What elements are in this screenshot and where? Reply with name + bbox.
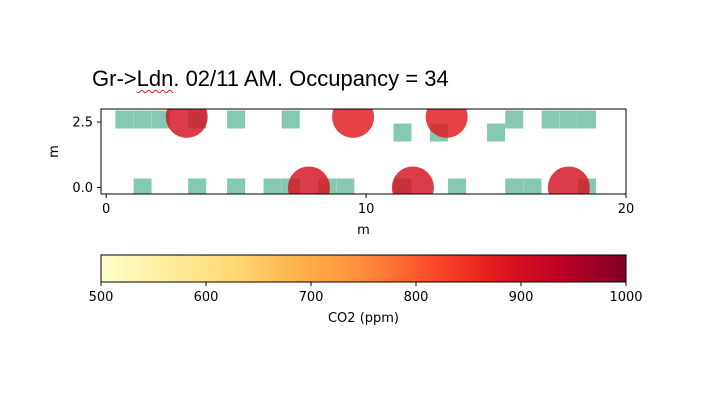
chart-title: Gr->Ldn. 02/11 AM. Occupancy = 34 [92, 66, 449, 92]
seat-marker [336, 178, 355, 194]
co2-sensor-marker [391, 166, 434, 194]
x-tick-label: 0 [102, 202, 110, 217]
colorbar-tick-label: 600 [194, 290, 219, 305]
colorbar-ticks: 500 600 700 800 900 1000 [89, 282, 643, 305]
seat-marker [188, 178, 207, 194]
seat-marker [281, 110, 300, 129]
co2-sensor-marker [165, 109, 208, 138]
title-prefix: Gr-> [92, 66, 137, 91]
seat-marker [115, 110, 134, 129]
plot-frame [100, 108, 627, 195]
colorbar-tick-label: 500 [89, 290, 114, 305]
seat-marker [151, 110, 170, 129]
colorbar-tick-label: 800 [404, 290, 429, 305]
y-tick-label: 2.5 [72, 116, 93, 131]
colorbar-tick-label: 900 [509, 290, 534, 305]
colorbar-tick-label: 1000 [609, 290, 642, 305]
seat-marker [505, 178, 524, 194]
seat-marker [541, 110, 560, 129]
co2-sensor-marker [287, 166, 330, 194]
sensors-layer [165, 109, 590, 194]
colorbar-tick-label: 700 [299, 290, 324, 305]
y-tick-label: 0.0 [72, 181, 93, 196]
seat-marker [523, 178, 542, 194]
seat-marker [393, 123, 412, 142]
seat-marker [505, 110, 524, 129]
seat-marker [487, 123, 506, 142]
seat-marker [133, 110, 152, 129]
co2-sensor-marker [332, 109, 375, 138]
seat-marker [227, 110, 246, 129]
co2-sensor-marker [547, 166, 590, 194]
title-marked-word: Ldn [136, 66, 174, 91]
y-axis: 0.0 2.5 [72, 116, 101, 196]
plot-area [100, 108, 627, 195]
co2-sensor-marker [425, 109, 468, 138]
seat-marker [578, 110, 597, 129]
y-axis-label: m [47, 145, 62, 158]
seat-marker [559, 110, 578, 129]
x-axis-label: m [357, 223, 370, 238]
colorbar-gradient [100, 254, 627, 283]
colorbar: 500 600 700 800 900 1000 CO2 (ppm) [89, 254, 643, 326]
seat-marker [227, 178, 246, 194]
x-tick-label: 10 [358, 202, 375, 217]
seat-marker [263, 178, 282, 194]
seat-marker [448, 178, 467, 194]
x-tick-label: 20 [618, 202, 635, 217]
colorbar-label: CO2 (ppm) [328, 311, 399, 326]
title-suffix: . 02/11 AM. Occupancy = 34 [173, 66, 449, 91]
x-axis: 0 10 20 [102, 194, 634, 217]
seat-marker [133, 178, 152, 194]
